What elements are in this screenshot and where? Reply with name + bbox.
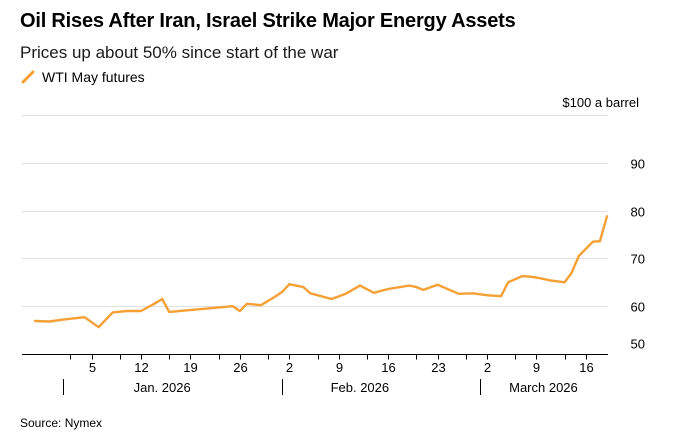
series-line-wti	[33, 215, 609, 329]
x-tick-label-10: 16	[579, 360, 593, 375]
x-tick-label-1: 12	[134, 360, 148, 375]
y-tick-label-70: 70	[631, 252, 645, 267]
x-tick-label-8: 2	[484, 360, 491, 375]
source-note: Source: Nymex	[20, 416, 103, 430]
legend: WTI May futures	[20, 69, 145, 85]
x-tick-label-0: 5	[89, 360, 96, 375]
y-tick-label-80: 80	[631, 205, 645, 220]
month-label-1: Feb. 2026	[331, 380, 390, 395]
x-tick-label-3: 26	[233, 360, 247, 375]
month-label-2: March 2026	[509, 380, 578, 395]
y-tick-label-60: 60	[631, 300, 645, 315]
y-tick-label-90: 90	[631, 157, 645, 172]
x-tick-label-6: 16	[381, 360, 395, 375]
x-tick-label-5: 9	[336, 360, 343, 375]
x-tick-label-7: 23	[431, 360, 445, 375]
x-tick-label-9: 9	[533, 360, 540, 375]
legend-line-icon	[21, 70, 35, 84]
y-axis-unit-label: $100 a barrel	[562, 95, 639, 110]
chart-title: Oil Rises After Iran, Israel Strike Majo…	[20, 10, 516, 32]
y-tick-label-50: 50	[631, 337, 645, 352]
x-tick-label-2: 19	[183, 360, 197, 375]
x-tick-label-4: 2	[286, 360, 293, 375]
legend-label: WTI May futures	[42, 69, 145, 85]
month-label-0: Jan. 2026	[134, 380, 191, 395]
chart-subtitle: Prices up about 50% since start of the w…	[20, 43, 339, 62]
